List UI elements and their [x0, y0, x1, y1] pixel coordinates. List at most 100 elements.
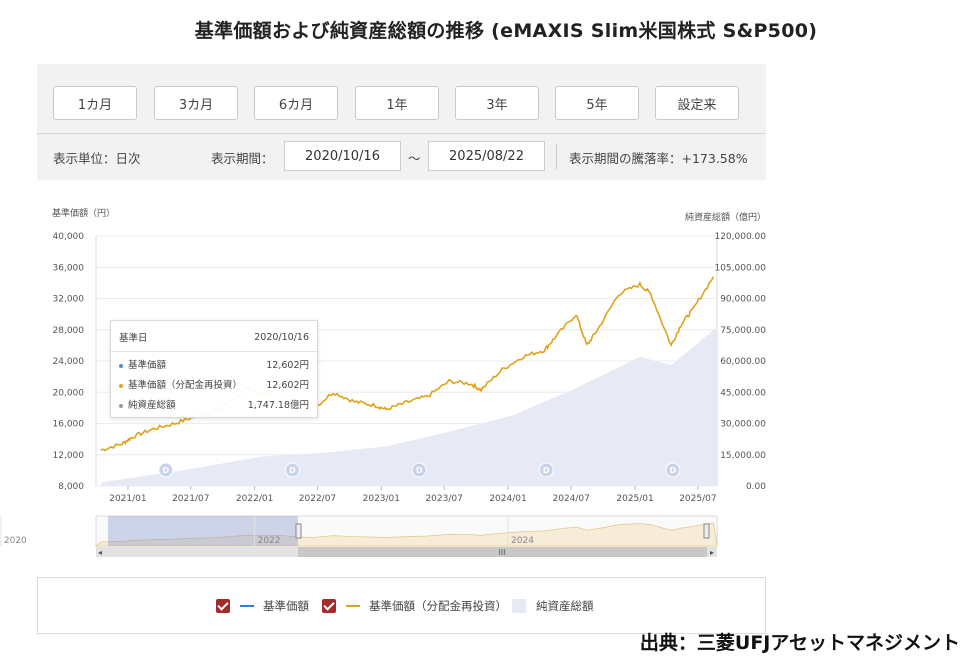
tooltip-reinvest-label: 基準価額（分配金再投資）	[128, 380, 243, 391]
y2-tick-label: 120,000.00	[714, 232, 766, 242]
x-tick-label: 2022/01	[236, 494, 273, 504]
y2-tick-label: 60,000.00	[720, 357, 766, 367]
period-button-6m[interactable]: 6カ月	[254, 86, 338, 120]
navigator-scrollbar-thumb[interactable]	[298, 547, 707, 557]
control-panel: 1カ月 3カ月 6カ月 1年 3年 5年 設定来 表示単位：日次 表示期間： 2…	[37, 64, 766, 180]
y-tick-label: 36,000	[53, 263, 85, 273]
navigator-handle-right[interactable]	[295, 523, 302, 539]
gray-dot-icon	[119, 403, 123, 408]
period-button-1y[interactable]: 1年	[355, 86, 439, 120]
period-button-5y[interactable]: 5年	[555, 86, 639, 120]
dividend-marker-icon	[538, 462, 554, 478]
period-button-3y[interactable]: 3年	[455, 86, 539, 120]
change-rate-label: 表示期間の騰落率：+173.58%	[569, 150, 748, 166]
dividend-marker-icon	[411, 462, 427, 478]
dividend-marker-label: D	[289, 466, 296, 475]
y2-tick-label: 75,000.00	[720, 326, 766, 336]
navigator-year-label: 2022	[258, 536, 281, 546]
dividend-marker-label: D	[416, 466, 423, 475]
y2-tick-label: 0.00	[746, 482, 766, 492]
y-tick-label: 20,000	[53, 388, 85, 398]
y-tick-label: 24,000	[53, 357, 85, 367]
dividend-marker-label: D	[162, 466, 169, 475]
y2-tick-label: 30,000.00	[720, 420, 766, 430]
dividend-marker-icon	[158, 462, 174, 478]
tooltip-divider	[111, 351, 317, 352]
tooltip-row-nav-reinvest: 基準価額（分配金再投資） 12,602円	[119, 377, 309, 391]
period-button-since-inception[interactable]: 設定来	[655, 86, 739, 120]
price-chart: 基準価額（円） 純資産総額（億円） 40,000 36,000 32,000 28,0…	[0, 207, 766, 557]
data-tooltip: 基準日 2020/10/16 基準価額 12,602円 基準価額（分配金再投資）…	[110, 320, 318, 418]
y2-axis-title: 純資産総額（億円）	[685, 211, 766, 223]
y2-tick-label: 15,000.00	[720, 451, 766, 461]
x-tick-label: 2023/07	[425, 494, 462, 504]
y-tick-label: 28,000	[53, 326, 85, 336]
legend-line-blue	[240, 605, 254, 607]
tooltip-nav-value: 12,602円	[266, 360, 309, 371]
scroll-right-icon[interactable]: ▸	[710, 548, 714, 557]
dividend-marker-icon	[284, 462, 300, 478]
legend-item-nav-reinvest[interactable]: 基準価額（分配金再投資）	[322, 598, 507, 614]
legend-item-assets[interactable]: 純資産総額	[512, 598, 594, 614]
tooltip-nav-label: 基準価額	[128, 360, 167, 371]
navigator-series	[94, 522, 718, 547]
x-tick-label: 2025/07	[679, 494, 716, 504]
dividend-marker-label: D	[543, 466, 550, 475]
y-tick-label: 8,000	[58, 482, 84, 492]
chart-legend: 基準価額 基準価額（分配金再投資） 純資産総額	[37, 577, 766, 634]
x-tick-label: 2025/01	[616, 494, 653, 504]
range-navigator[interactable]: 2020 2022 2024 III ◂ ▸	[0, 515, 718, 557]
x-tick-label: 2021/07	[172, 494, 209, 504]
dividend-marker-icon	[665, 462, 681, 478]
panel-divider	[37, 133, 766, 134]
checkbox-checked-icon[interactable]	[216, 599, 230, 613]
vertical-separator	[556, 144, 557, 170]
x-tick-label: 2022/07	[299, 494, 336, 504]
dividend-marker-label: D	[670, 466, 677, 475]
navigator-selection[interactable]	[108, 516, 298, 546]
tooltip-row-assets: 純資産総額 1,747.18億円	[119, 397, 309, 411]
legend-label-assets: 純資産総額	[536, 599, 594, 613]
legend-label-nav: 基準価額	[263, 599, 309, 613]
checkbox-checked-icon[interactable]	[322, 599, 336, 613]
y-tick-label: 40,000	[53, 232, 85, 242]
navigator-year-label: 2020	[4, 536, 27, 546]
navigator-year-label: 2024	[511, 536, 534, 546]
period-label: 表示期間：	[211, 150, 274, 166]
y-axis-title: 基準価額（円）	[52, 207, 115, 219]
x-tick-label: 2024/01	[489, 494, 526, 504]
period-button-1m[interactable]: 1カ月	[53, 86, 137, 120]
net-assets-area	[100, 329, 718, 486]
legend-line-orange	[346, 605, 360, 607]
tooltip-date-value: 2020/10/16	[254, 331, 309, 343]
tooltip-assets-value: 1,747.18億円	[247, 400, 309, 411]
y2-tick-label: 45,000.00	[720, 388, 766, 398]
scroll-left-icon[interactable]: ◂	[98, 548, 102, 557]
tooltip-date-label: 基準日	[119, 333, 148, 344]
end-date-field[interactable]: 2025/08/22	[428, 141, 545, 171]
y-tick-label: 16,000	[53, 420, 85, 430]
y2-tick-label: 105,000.00	[714, 263, 766, 273]
tilde-separator: ～	[408, 150, 421, 166]
unit-label: 表示単位：日次	[53, 150, 141, 166]
y-tick-label: 32,000	[53, 295, 85, 305]
start-date-field[interactable]: 2020/10/16	[284, 141, 401, 171]
blue-dot-icon	[119, 363, 123, 368]
navigator-handle-end[interactable]	[703, 523, 710, 539]
tooltip-row-nav: 基準価額 12,602円	[119, 357, 309, 371]
x-tick-label: 2024/07	[553, 494, 590, 504]
x-tick-label: 2021/01	[109, 494, 146, 504]
tooltip-reinvest-value: 12,602円	[266, 380, 309, 391]
scrollbar-grip-icon: III	[498, 548, 505, 557]
tooltip-assets-label: 純資産総額	[128, 400, 176, 411]
x-tick-label: 2023/01	[363, 494, 400, 504]
legend-item-nav[interactable]: 基準価額	[216, 598, 309, 614]
period-button-3m[interactable]: 3カ月	[154, 86, 238, 120]
legend-label-nav-reinvest: 基準価額（分配金再投資）	[369, 599, 507, 613]
page-title: 基準価額および純資産総額の推移 (eMAXIS Slim米国株式 S&P500)	[194, 20, 818, 42]
y2-tick-label: 90,000.00	[720, 295, 766, 305]
y-tick-label: 12,000	[53, 451, 85, 461]
orange-dot-icon	[119, 383, 123, 388]
legend-area-swatch	[512, 599, 526, 613]
source-credit: 出典：三菱UFJアセットマネジメント	[639, 632, 960, 654]
